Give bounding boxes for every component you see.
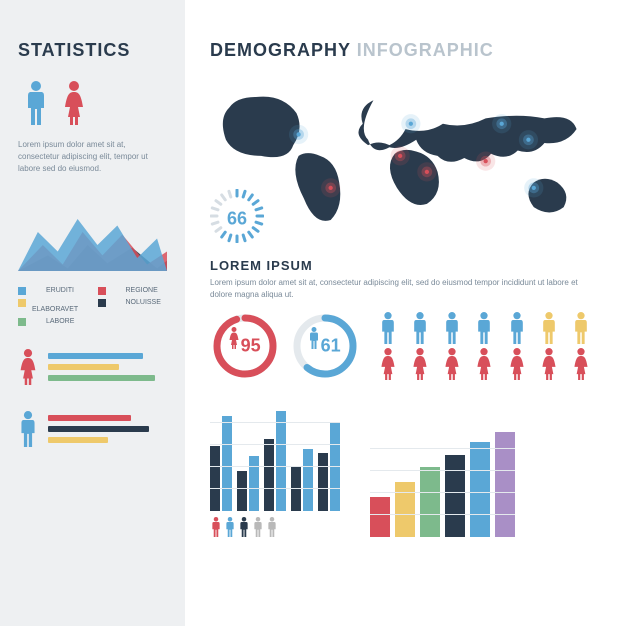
hbar bbox=[48, 415, 131, 421]
male-icon bbox=[24, 81, 48, 125]
person-icon bbox=[238, 517, 250, 537]
hbar bbox=[48, 375, 155, 381]
sidebar-lorem: Lorem ipsum dolor amet sit at, consectet… bbox=[18, 139, 167, 175]
radial-66-value: 66 bbox=[227, 208, 247, 229]
person-icon bbox=[539, 348, 559, 380]
donuts-row: 95 61 bbox=[210, 311, 601, 381]
people-grid bbox=[370, 312, 601, 380]
donut-female: 95 bbox=[210, 311, 280, 381]
gender-bar-block bbox=[18, 349, 167, 385]
radial-gauge-66: 66 bbox=[210, 189, 264, 248]
area-chart bbox=[18, 193, 167, 271]
world-map: 66 bbox=[210, 81, 601, 236]
female-icon bbox=[62, 81, 86, 125]
mini-people-row bbox=[210, 517, 340, 537]
legend-item: LABORE bbox=[18, 317, 88, 325]
hbar bbox=[48, 437, 108, 443]
bar-group bbox=[318, 423, 340, 511]
gender-bar-charts bbox=[18, 349, 167, 447]
person-icon bbox=[442, 348, 462, 380]
legend: ERUDITI REGIONE ELABORAVET NOLUISSE LABORE bbox=[18, 286, 167, 325]
person-icon bbox=[210, 517, 222, 537]
bar-chart-left bbox=[210, 401, 340, 537]
bar-chart-right bbox=[370, 427, 515, 537]
person-icon bbox=[539, 312, 559, 344]
bar-group bbox=[291, 449, 313, 511]
donut-female-value: 95 bbox=[241, 336, 261, 357]
person-icon bbox=[507, 312, 527, 344]
bar bbox=[420, 467, 440, 537]
chart-row bbox=[210, 401, 601, 537]
person-icon bbox=[266, 517, 278, 537]
person-icon bbox=[410, 312, 430, 344]
sidebar-panel: STATISTICS Lorem ipsum dolor amet sit at… bbox=[0, 0, 185, 626]
person-icon bbox=[252, 517, 264, 537]
hbar bbox=[48, 353, 143, 359]
legend-item: ELABORAVET bbox=[18, 298, 88, 313]
male-icon bbox=[18, 411, 38, 447]
gender-icons bbox=[24, 81, 167, 125]
donut-male: 61 bbox=[290, 311, 360, 381]
bar bbox=[445, 455, 465, 537]
person-icon bbox=[442, 312, 462, 344]
person-icon bbox=[378, 312, 398, 344]
person-icon bbox=[571, 348, 591, 380]
bar-group bbox=[237, 456, 259, 511]
title-word: DEMOGRAPHY bbox=[210, 40, 351, 60]
sidebar-title: STATISTICS bbox=[18, 40, 167, 61]
person-icon bbox=[378, 348, 398, 380]
donut-male-value: 61 bbox=[321, 336, 341, 357]
legend-item: ERUDITI bbox=[18, 286, 88, 294]
world-map-svg bbox=[210, 81, 601, 236]
bar bbox=[395, 482, 415, 537]
bar bbox=[470, 442, 490, 537]
person-icon bbox=[571, 312, 591, 344]
person-icon bbox=[410, 348, 430, 380]
legend-item: NOLUISSE bbox=[98, 298, 168, 313]
hbar bbox=[48, 364, 119, 370]
person-icon bbox=[474, 348, 494, 380]
section-title: LOREM IPSUM bbox=[210, 258, 601, 273]
main-panel: DEMOGRAPHY INFOGRAPHIC 66 LOREM IPSUM Lo… bbox=[185, 0, 626, 626]
title-accent: INFOGRAPHIC bbox=[357, 40, 494, 60]
main-title: DEMOGRAPHY INFOGRAPHIC bbox=[210, 40, 601, 61]
gender-bar-block bbox=[18, 411, 167, 447]
main-lorem: Lorem ipsum dolor amet sit at, consectet… bbox=[210, 277, 601, 301]
person-icon bbox=[474, 312, 494, 344]
bar-group bbox=[210, 416, 232, 511]
person-icon bbox=[224, 517, 236, 537]
person-icon bbox=[507, 348, 527, 380]
hbar bbox=[48, 426, 149, 432]
bar bbox=[370, 497, 390, 537]
bar-group bbox=[264, 411, 286, 511]
legend-item: REGIONE bbox=[98, 286, 168, 294]
female-icon bbox=[18, 349, 38, 385]
